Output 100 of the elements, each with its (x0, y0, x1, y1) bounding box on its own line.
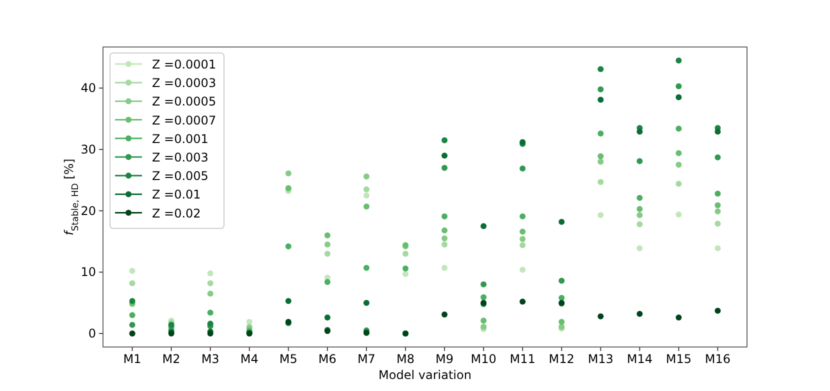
point (636, 206, 643, 212)
point (363, 264, 370, 271)
legend-label: Z =0.0005 (152, 94, 216, 109)
point (520, 236, 526, 242)
x-tick-label: M10 (470, 352, 496, 366)
point (598, 153, 604, 160)
point (520, 213, 526, 220)
point (598, 212, 604, 218)
x-tick-label: M6 (318, 352, 336, 366)
point (558, 218, 565, 225)
point (324, 314, 330, 321)
x-tick-label: M14 (626, 352, 652, 366)
point (129, 280, 136, 286)
point (676, 150, 682, 156)
point (285, 170, 292, 176)
point (598, 86, 604, 92)
point (520, 298, 526, 305)
legend-label: Z =0.003 (152, 150, 208, 164)
point (636, 194, 643, 201)
x-tick-label: M4 (240, 352, 258, 366)
legend-label: Z =0.0001 (152, 58, 216, 72)
point (714, 202, 721, 208)
x-tick-label: M13 (588, 352, 614, 366)
point (442, 242, 448, 248)
point (558, 278, 565, 284)
point (442, 213, 448, 220)
point (324, 278, 330, 285)
point (402, 270, 408, 277)
point (363, 192, 370, 198)
legend-label: Z =0.02 (152, 206, 201, 220)
point (676, 83, 682, 90)
point (363, 186, 370, 192)
x-tick-label: M11 (510, 352, 536, 366)
x-tick-label: M7 (357, 352, 376, 366)
point (636, 158, 643, 164)
point (598, 96, 604, 103)
point (207, 310, 214, 316)
point (363, 300, 370, 306)
point (363, 204, 370, 210)
point (442, 227, 448, 234)
point (442, 164, 448, 171)
point (636, 310, 643, 317)
point (714, 208, 721, 214)
point (520, 242, 526, 248)
point (636, 128, 643, 135)
point (636, 221, 643, 228)
point (442, 137, 448, 144)
point (324, 242, 330, 248)
point (714, 220, 721, 227)
point (442, 264, 448, 271)
point (520, 165, 526, 172)
point (676, 314, 682, 321)
y-tick-label: 10 (80, 265, 96, 280)
y-tick-label: 20 (80, 204, 96, 218)
point (636, 245, 643, 252)
point (714, 128, 721, 135)
point (598, 313, 604, 320)
point (129, 312, 136, 318)
legend-label: Z =0.005 (152, 169, 208, 184)
point (714, 308, 721, 314)
point (714, 245, 721, 252)
point (324, 250, 330, 257)
x-tick-label: M8 (396, 352, 414, 366)
point (285, 243, 292, 250)
point (207, 280, 214, 286)
point (598, 158, 604, 165)
point (402, 250, 408, 257)
x-tick-label: M16 (704, 352, 731, 366)
point (442, 311, 448, 318)
x-tick-label: M5 (279, 352, 298, 366)
x-tick-label: M9 (436, 352, 454, 366)
point (442, 152, 448, 159)
point (129, 322, 136, 328)
y-tick-label: 40 (80, 81, 96, 96)
point (363, 173, 370, 180)
point (520, 228, 526, 235)
x-tick-label: M15 (666, 352, 692, 366)
y-tick-label: 0 (88, 326, 96, 341)
x-tick-label: M12 (548, 352, 574, 366)
point (676, 57, 682, 64)
point (442, 235, 448, 242)
point (480, 281, 487, 288)
point (714, 154, 721, 160)
point (558, 294, 565, 301)
point (676, 211, 682, 218)
point (676, 94, 682, 100)
x-tick-label: M2 (162, 352, 180, 366)
point (676, 180, 682, 187)
y-tick-label: 30 (80, 142, 96, 156)
point (598, 178, 604, 185)
point (714, 190, 721, 197)
legend-label: Z =0.001 (152, 132, 208, 146)
point (129, 268, 136, 274)
point (480, 294, 487, 300)
legend-label: Z =0.0007 (152, 113, 216, 128)
point (480, 318, 487, 324)
legend-label: Z =0.01 (152, 188, 201, 202)
point (676, 126, 682, 132)
point (598, 130, 604, 137)
x-tick-label: M3 (201, 352, 220, 366)
